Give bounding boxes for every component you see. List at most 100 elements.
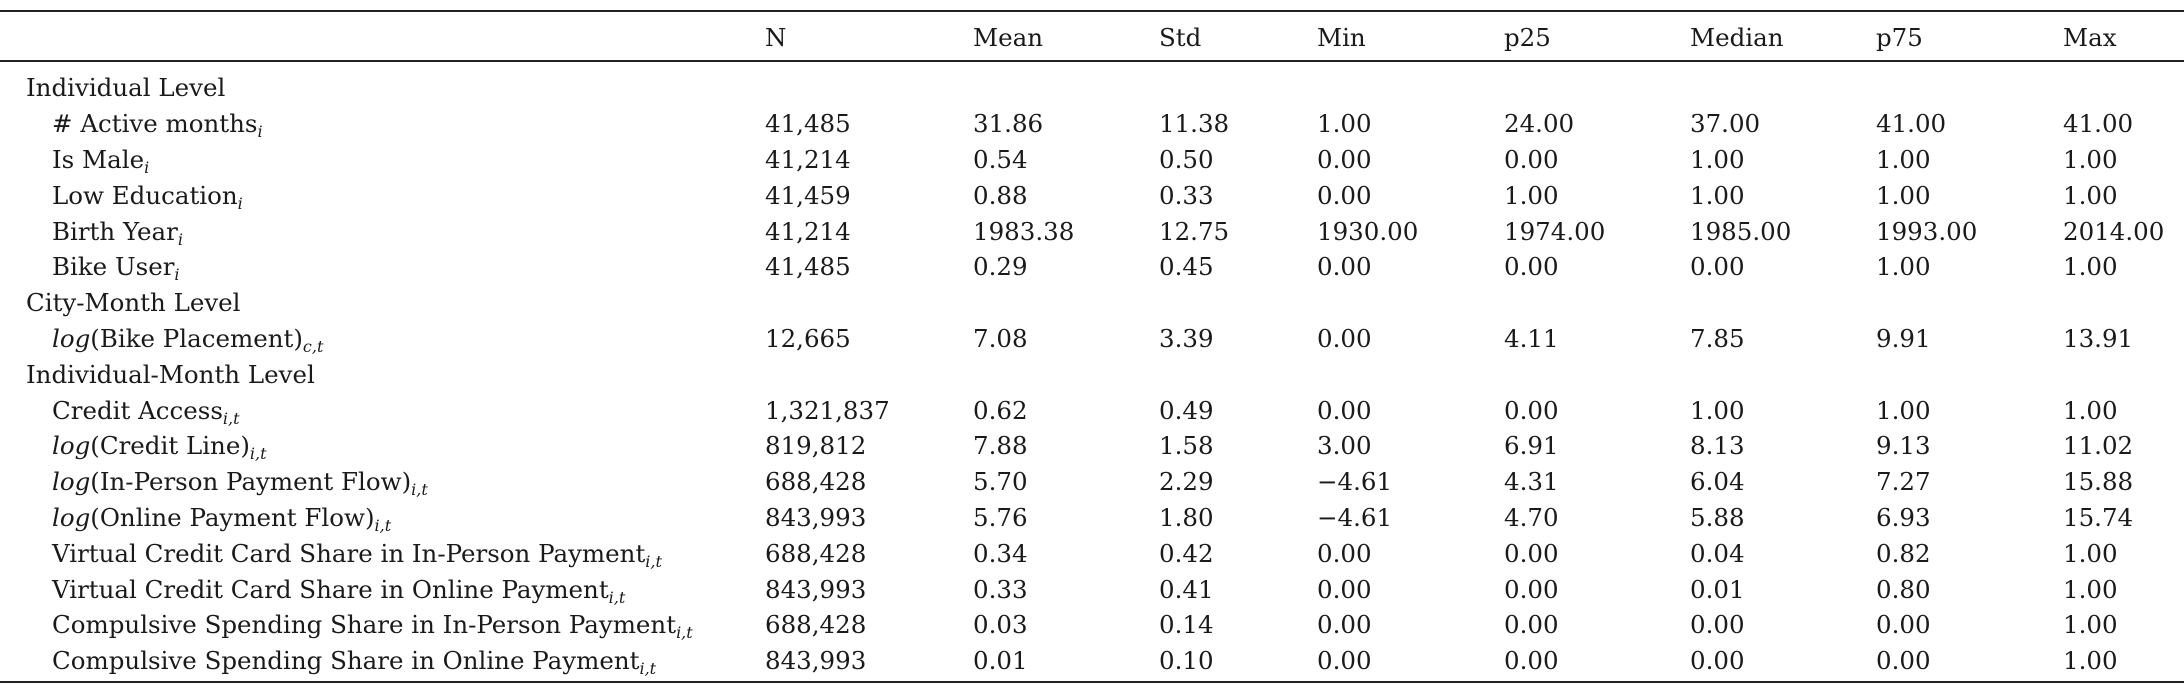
empty-cell	[973, 60, 1159, 106]
value-cell: 1993.00	[1876, 216, 1978, 246]
value-cell: 1.00	[1690, 395, 1745, 425]
variable-name: Virtual Credit Card Share in In-Person P…	[52, 538, 646, 568]
subscript-index: i,t	[639, 659, 657, 679]
value-cell: 0.10	[1159, 646, 1214, 676]
row-label: log(In-Person Payment Flow)i,t	[0, 464, 765, 500]
empty-cell	[1690, 60, 1876, 106]
row-label: Credit Accessi,t	[0, 392, 765, 428]
value-cell: 7.27	[1876, 467, 1931, 497]
value-cell: 1.00	[1317, 109, 1372, 139]
value-cell: 0.45	[1159, 252, 1214, 282]
variable-name: Compulsive Spending Share in In-Person P…	[52, 610, 677, 640]
summary-statistics-table: N Mean Std Min p25 Median p75 Max Indivi…	[0, 14, 2184, 679]
column-header-median: Median	[1690, 22, 1784, 52]
value-cell: 1.00	[2063, 574, 2118, 604]
value-cell: 3.39	[1159, 323, 1214, 353]
value-cell: 8.13	[1690, 431, 1745, 461]
subscript-index: i,t	[411, 480, 428, 500]
value-cell: 1974.00	[1504, 216, 1606, 246]
value-cell: 0.03	[973, 610, 1028, 640]
value-cell: 1930.00	[1317, 216, 1419, 246]
value-cell: 0.00	[1317, 144, 1372, 174]
empty-cell	[1504, 60, 1690, 106]
subscript-index: i,t	[645, 551, 662, 571]
value-cell: 0.00	[1504, 144, 1559, 174]
value-cell: 0.29	[973, 252, 1028, 282]
variable-name: Credit Access	[52, 395, 223, 425]
value-cell: 5.88	[1690, 502, 1745, 532]
column-header-min: Min	[1317, 22, 1366, 52]
row-label: log(Bike Placement)c,t	[0, 321, 765, 357]
value-cell: 1.00	[2063, 180, 2118, 210]
value-cell: 1.00	[1690, 180, 1745, 210]
value-cell: 9.13	[1876, 431, 1931, 461]
value-cell: 0.00	[1317, 538, 1372, 568]
value-cell: 9.91	[1876, 323, 1931, 353]
variable-name: (Credit Line	[90, 431, 241, 461]
table-row: Is Malei 41,214 0.54 0.50 0.00 0.00 1.00 1.00 1.…	[0, 142, 2184, 178]
value-cell: 0.41	[1159, 574, 1214, 604]
table-top-rule	[0, 10, 2184, 12]
value-cell: 5.70	[973, 467, 1028, 497]
subscript-index: i	[144, 157, 150, 177]
value-cell: 688,428	[765, 538, 867, 568]
value-cell: 1.00	[1876, 252, 1931, 282]
value-cell: −4.61	[1317, 502, 1393, 532]
table-body: Individual Level # Active monthsi 41,485 31…	[0, 60, 2184, 679]
empty-cell	[765, 285, 973, 321]
value-cell: 6.04	[1690, 467, 1745, 497]
value-cell: 3.00	[1317, 431, 1372, 461]
row-label: Virtual Credit Card Share in Online Paym…	[0, 571, 765, 607]
row-label: Birth Yeari	[0, 213, 765, 249]
value-cell: 0.00	[1317, 323, 1372, 353]
closing-paren: )	[364, 502, 375, 532]
value-cell: 31.86	[973, 109, 1044, 139]
section-row: Individual-Month Level	[0, 356, 2184, 392]
value-cell: 688,428	[765, 610, 867, 640]
value-cell: 843,993	[765, 646, 867, 676]
variable-name: (Bike Placement	[90, 323, 294, 353]
section-title: Individual-Month Level	[26, 359, 315, 389]
function-name: log	[52, 431, 91, 461]
column-header-n: N	[765, 22, 787, 52]
value-cell: 12.75	[1159, 216, 1230, 246]
subscript-index: i	[257, 122, 263, 142]
value-cell: 5.76	[973, 502, 1028, 532]
table-row: Credit Accessi,t 1,321,837 0.62 0.49 0.00 0.0…	[0, 392, 2184, 428]
value-cell: 1.00	[1876, 180, 1931, 210]
subscript-index: i	[237, 193, 243, 213]
row-label: log(Online Payment Flow)i,t	[0, 500, 765, 536]
table-row: Birth Yeari 41,214 1983.38 12.75 1930.00 1974…	[0, 213, 2184, 249]
variable-name: Virtual Credit Card Share in Online Paym…	[52, 574, 609, 604]
value-cell: 0.82	[1876, 538, 1931, 568]
value-cell: 1.00	[2063, 538, 2118, 568]
value-cell: 0.50	[1159, 144, 1214, 174]
empty-cell	[1876, 60, 2063, 106]
value-cell: 0.80	[1876, 574, 1931, 604]
value-cell: 1985.00	[1690, 216, 1792, 246]
value-cell: 1.00	[2063, 144, 2118, 174]
value-cell: 0.00	[1317, 574, 1372, 604]
table-row: Low Educationi 41,459 0.88 0.33 0.00 1.00 1.00…	[0, 177, 2184, 213]
value-cell: 0.42	[1159, 538, 1214, 568]
value-cell: 0.00	[1317, 252, 1372, 282]
subscript-index: i,t	[676, 623, 693, 643]
value-cell: 0.62	[973, 395, 1028, 425]
value-cell: 11.02	[2063, 431, 2134, 461]
empty-cell	[1504, 285, 1690, 321]
empty-cell	[2063, 356, 2184, 392]
variable-name: Birth Year	[52, 216, 178, 246]
table-row: Virtual Credit Card Share in Online Paym…	[0, 571, 2184, 607]
empty-cell	[1690, 356, 1876, 392]
column-header-mean: Mean	[973, 22, 1043, 52]
table-row: Compulsive Spending Share in Online Paym…	[0, 643, 2184, 679]
header-rule	[0, 60, 2184, 62]
value-cell: 1.00	[2063, 252, 2118, 282]
row-label: Compulsive Spending Share in In-Person P…	[0, 607, 765, 643]
table-row: Virtual Credit Card Share in In-Person P…	[0, 535, 2184, 571]
value-cell: 1.00	[2063, 646, 2118, 676]
value-cell: 7.88	[973, 431, 1028, 461]
value-cell: 6.93	[1876, 502, 1931, 532]
value-cell: 0.00	[1690, 252, 1745, 282]
value-cell: 15.74	[2063, 502, 2134, 532]
